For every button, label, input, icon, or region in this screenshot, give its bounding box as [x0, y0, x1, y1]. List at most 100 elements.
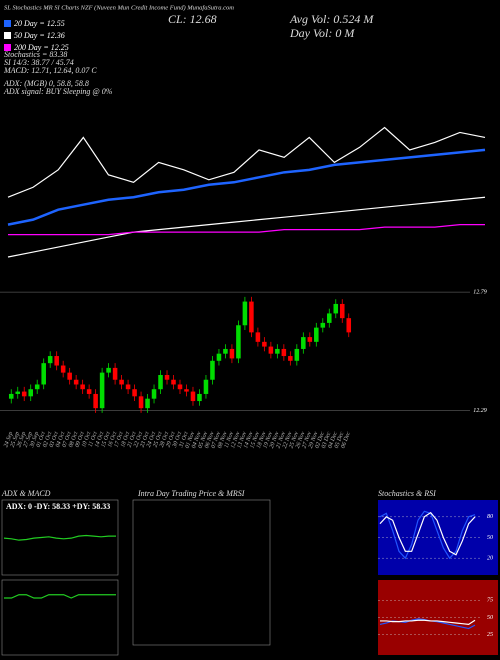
candle-body — [8, 393, 14, 399]
candle-body — [73, 379, 79, 385]
x-tick-label: 12 Nov — [230, 431, 242, 449]
candle-body — [47, 356, 53, 364]
y-tick-label: 50 — [487, 535, 493, 541]
x-tick-label: 30 Sep — [29, 431, 41, 449]
x-tick-label: 06 Nov — [204, 431, 216, 449]
candle-body — [67, 372, 72, 380]
candle-body — [145, 398, 150, 409]
candle-body — [28, 389, 33, 397]
panel-title: ADX & MACD — [1, 489, 51, 498]
candle-body — [177, 384, 183, 390]
x-tick-label: 17 Oct — [114, 431, 125, 449]
panel-title: Intra Day Trading Price & MRSI — [137, 489, 245, 498]
stochastics: Stochastics = 83.38 — [4, 50, 67, 59]
series-line — [7, 126, 486, 198]
x-tick-label: 03 Oct — [49, 431, 60, 449]
candle-body — [60, 365, 66, 373]
legend-label: 50 Day = 12.36 — [14, 31, 65, 40]
candle-body — [41, 363, 46, 385]
x-tick-label: 07 Oct — [62, 431, 73, 449]
x-tick-label: 22 Oct — [133, 431, 144, 449]
series-line — [8, 224, 485, 236]
candle-body — [346, 318, 352, 333]
candle-body — [223, 348, 228, 354]
x-tick-label: 08 Nov — [217, 431, 229, 449]
candle-body — [132, 389, 137, 397]
x-tick-label: 13 Nov — [237, 431, 249, 449]
x-tick-label: 02 Dec — [314, 431, 326, 449]
x-tick-label: 21 Oct — [127, 431, 138, 449]
series-line — [7, 148, 486, 226]
day-vol: Day Vol: 0 M — [289, 26, 355, 40]
y-tick-label: 50 — [487, 615, 493, 621]
panel-frame — [132, 499, 271, 646]
candle-body — [15, 391, 21, 394]
x-tick-label: 30 Oct — [172, 431, 184, 449]
avg-vol: Avg Vol: 0.524 M — [289, 12, 374, 26]
x-tick-label: 01 Nov — [185, 431, 197, 449]
candle-body — [190, 391, 196, 402]
y-tick-label: 25 — [487, 632, 493, 638]
candle-body — [314, 327, 319, 342]
rsi: SI 14/3: 38.77 / 45.74 — [4, 58, 74, 67]
x-tick-label: 25 Sep — [10, 431, 21, 448]
candle-body — [255, 332, 261, 342]
x-tick-label: 06 Dec — [340, 431, 352, 449]
legend-swatch — [4, 20, 11, 27]
candle-body — [288, 356, 293, 361]
x-tick-label: 07 Nov — [211, 431, 223, 449]
candle-body — [54, 356, 59, 366]
series-line — [3, 534, 116, 541]
legend-label: 200 Day = 12.25 — [14, 43, 69, 52]
candle-body — [236, 325, 241, 359]
x-tick-label: 15 Oct — [101, 431, 112, 449]
x-tick-label: 11 Oct — [88, 431, 99, 448]
x-tick-label: 19 Nov — [263, 431, 275, 449]
candle-body — [86, 389, 92, 394]
x-tick-label: 01 Oct — [36, 431, 47, 449]
candle-body — [294, 348, 300, 361]
x-tick-label: 18 Nov — [256, 431, 268, 449]
candle-body — [262, 341, 267, 347]
candle-body — [197, 393, 202, 402]
x-tick-label: 25 Oct — [153, 431, 164, 449]
candle-body — [320, 322, 326, 328]
series-line — [7, 196, 486, 258]
x-tick-label: 26 Nov — [295, 431, 307, 449]
candle-body — [34, 384, 40, 390]
candle-body — [281, 348, 287, 357]
x-tick-label: 23 Oct — [140, 431, 151, 449]
macd: MACD: 12.71, 12.64, 0.07 C — [3, 66, 97, 75]
x-tick-label: 27 Nov — [301, 431, 313, 449]
x-tick-label: 08 Oct — [68, 431, 79, 449]
candle-body — [171, 379, 176, 385]
candle-body — [93, 393, 98, 409]
x-tick-label: 29 Oct — [166, 431, 177, 449]
series-line — [379, 510, 476, 560]
candle-body — [339, 303, 345, 319]
candle-body — [275, 348, 280, 354]
candle-body — [249, 301, 254, 333]
x-tick-label: 28 Oct — [159, 431, 170, 449]
x-tick-label: 25 Nov — [288, 431, 300, 449]
x-tick-label: 02 Oct — [42, 431, 53, 449]
candle-body — [138, 396, 144, 409]
series-line — [4, 594, 116, 599]
candle-body — [21, 391, 27, 397]
candle-body — [125, 384, 131, 390]
x-tick-label: 15 Nov — [250, 431, 262, 449]
candle-body — [301, 337, 306, 349]
candle-body — [119, 379, 124, 385]
candle-body — [216, 353, 222, 361]
candle-body — [242, 301, 248, 326]
series-line — [380, 619, 476, 626]
x-tick-label: 10 Oct — [81, 431, 92, 449]
y-tick-label: 75 — [487, 598, 493, 604]
x-tick-label: 05 Nov — [198, 431, 210, 449]
adx-signal: ADX signal: BUY Sleeping @ 0% — [3, 87, 113, 96]
x-tick-label: 22 Nov — [282, 431, 294, 449]
panel-title: Stochastics & RSI — [378, 489, 436, 498]
candle-body — [229, 348, 235, 359]
x-tick-label: 20 Nov — [269, 431, 281, 449]
